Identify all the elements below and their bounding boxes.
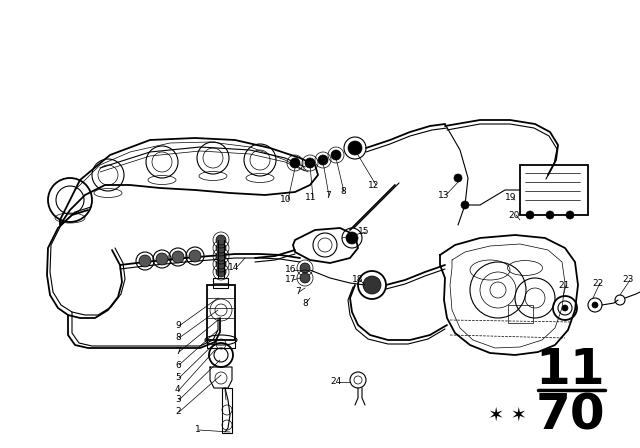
Text: 7: 7 bbox=[325, 191, 331, 201]
Circle shape bbox=[300, 263, 310, 273]
Text: 70: 70 bbox=[535, 391, 605, 439]
Text: 3: 3 bbox=[175, 396, 180, 405]
Text: 2: 2 bbox=[175, 408, 180, 417]
Text: 1: 1 bbox=[195, 426, 201, 435]
Text: 7: 7 bbox=[295, 288, 301, 297]
Text: 14: 14 bbox=[228, 263, 239, 272]
Text: 18: 18 bbox=[352, 276, 364, 284]
Text: 5: 5 bbox=[175, 374, 180, 383]
Circle shape bbox=[216, 243, 226, 253]
Circle shape bbox=[526, 211, 534, 219]
Circle shape bbox=[592, 302, 598, 308]
Circle shape bbox=[216, 267, 226, 277]
Circle shape bbox=[461, 201, 469, 209]
Text: 12: 12 bbox=[368, 181, 380, 190]
Circle shape bbox=[300, 273, 310, 283]
Circle shape bbox=[546, 211, 554, 219]
Text: 23: 23 bbox=[622, 276, 634, 284]
Circle shape bbox=[139, 255, 151, 267]
Circle shape bbox=[363, 276, 381, 294]
Bar bbox=[207, 285, 235, 340]
Circle shape bbox=[305, 158, 315, 168]
Bar bbox=[222, 388, 232, 433]
Text: 13: 13 bbox=[438, 190, 449, 199]
Circle shape bbox=[566, 211, 574, 219]
Text: 19: 19 bbox=[505, 194, 516, 202]
Circle shape bbox=[331, 150, 341, 160]
Circle shape bbox=[318, 155, 328, 165]
Text: 15: 15 bbox=[358, 228, 369, 237]
Circle shape bbox=[346, 232, 358, 244]
Text: 8: 8 bbox=[340, 188, 346, 197]
Bar bbox=[508, 305, 533, 323]
Text: 21: 21 bbox=[558, 280, 570, 289]
Text: 4: 4 bbox=[175, 385, 180, 395]
Bar bbox=[213, 278, 228, 288]
Circle shape bbox=[189, 250, 201, 262]
Circle shape bbox=[348, 141, 362, 155]
Text: 17: 17 bbox=[285, 276, 296, 284]
Text: 22: 22 bbox=[592, 279, 604, 288]
Text: 6: 6 bbox=[175, 361, 180, 370]
Text: 10: 10 bbox=[280, 195, 291, 204]
Bar bbox=[520, 165, 588, 215]
Circle shape bbox=[172, 251, 184, 263]
Circle shape bbox=[562, 305, 568, 311]
Circle shape bbox=[156, 253, 168, 265]
Text: 9: 9 bbox=[175, 322, 180, 331]
Text: 16: 16 bbox=[285, 266, 296, 275]
Text: 11: 11 bbox=[305, 194, 317, 202]
Circle shape bbox=[216, 235, 226, 245]
Text: 8: 8 bbox=[302, 298, 308, 307]
Text: ✶ ✶: ✶ ✶ bbox=[488, 405, 527, 425]
Text: 20: 20 bbox=[508, 211, 520, 220]
Circle shape bbox=[216, 259, 226, 269]
Text: 7: 7 bbox=[175, 348, 180, 357]
Circle shape bbox=[290, 158, 300, 168]
Circle shape bbox=[454, 174, 462, 182]
Circle shape bbox=[216, 251, 226, 261]
Text: 24: 24 bbox=[330, 378, 341, 387]
Text: 11: 11 bbox=[535, 346, 605, 394]
Text: 8: 8 bbox=[175, 333, 180, 343]
